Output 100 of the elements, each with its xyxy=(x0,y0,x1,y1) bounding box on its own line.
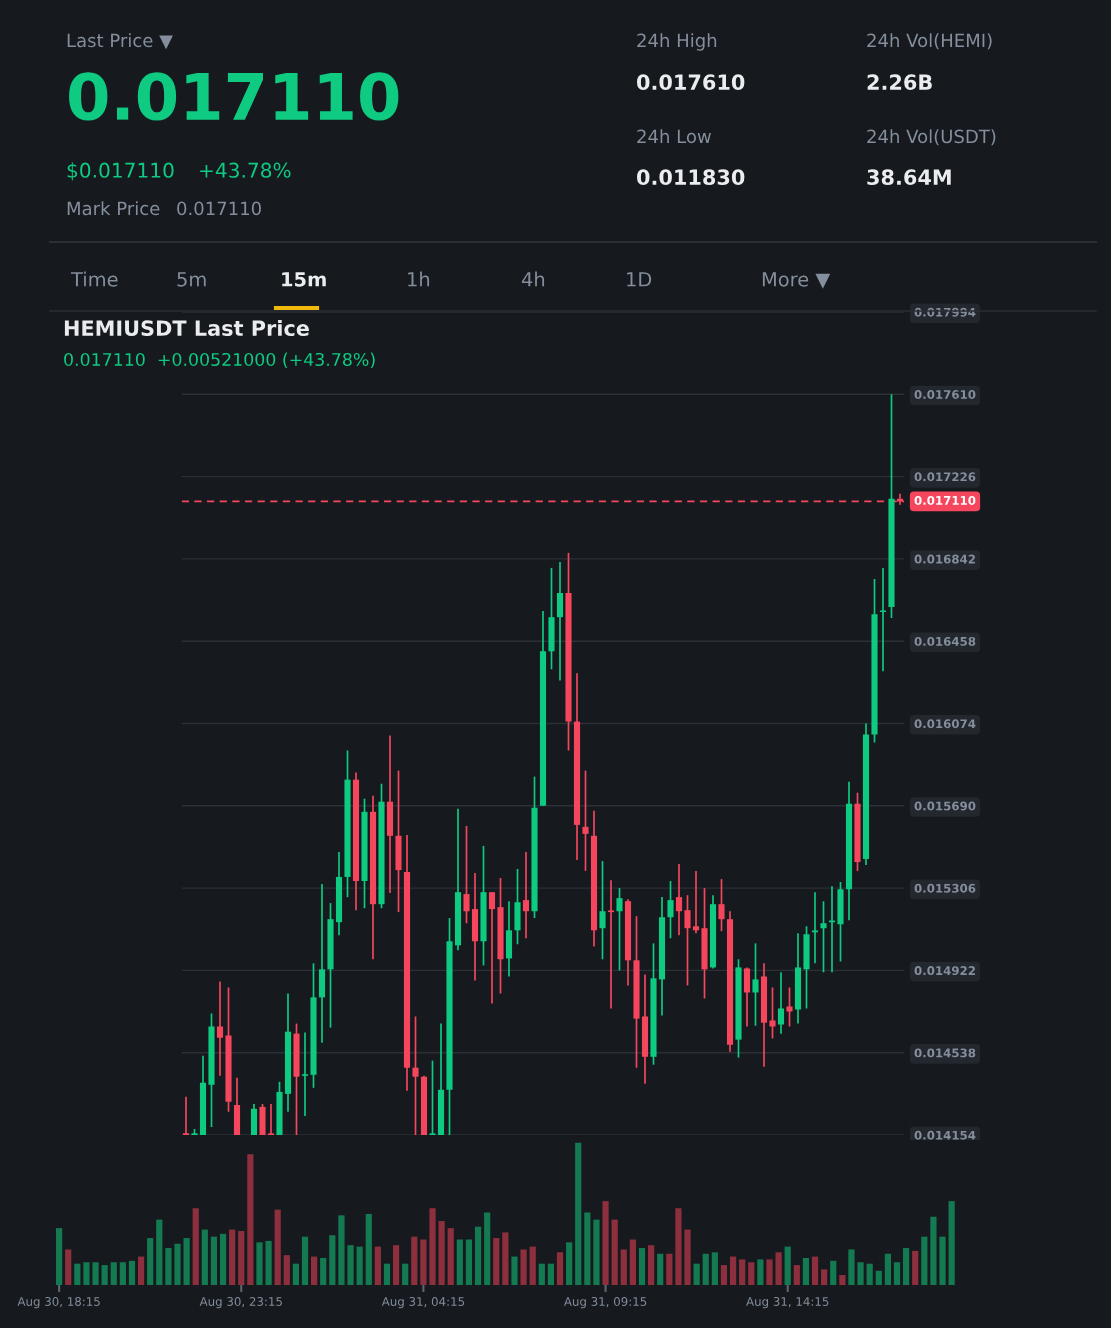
text: 4h xyxy=(521,271,545,287)
candlestick xyxy=(412,1015,419,1135)
x-tick-label: Aug 30, 23:15 xyxy=(199,1297,282,1309)
bar xyxy=(165,1248,172,1285)
y-tick-label: 0.017226 xyxy=(914,472,976,482)
candlestick xyxy=(522,851,530,940)
candlestick xyxy=(675,863,683,937)
bar xyxy=(556,1252,564,1285)
bar xyxy=(675,1208,682,1285)
bar xyxy=(56,1228,63,1285)
x-tick-label: Aug 31, 14:15 xyxy=(746,1297,829,1309)
bar xyxy=(402,1263,409,1285)
bar xyxy=(821,1269,828,1285)
candlestick xyxy=(429,1059,436,1135)
bar xyxy=(566,1242,573,1285)
bar xyxy=(538,1263,545,1285)
text: 0.017110 +0.00521000 (+43.78%) xyxy=(64,352,375,369)
bar xyxy=(274,1209,281,1285)
text: 5m xyxy=(177,272,206,287)
candlestick xyxy=(769,986,776,1040)
candlestick xyxy=(777,971,785,1035)
text: 0.017110 xyxy=(69,72,399,121)
bar xyxy=(383,1263,391,1285)
ref-line-label: 0.017110 xyxy=(914,495,976,505)
bar xyxy=(247,1154,254,1285)
text: $0.017110 xyxy=(67,162,174,181)
bar xyxy=(739,1259,746,1285)
bar xyxy=(201,1229,208,1285)
bar xyxy=(793,1265,800,1285)
bar xyxy=(775,1252,782,1285)
text: 24h Vol(USDT) xyxy=(867,129,996,146)
candlestick xyxy=(216,980,224,1077)
bar xyxy=(629,1239,636,1285)
candlestick xyxy=(684,894,691,987)
bar xyxy=(183,1238,190,1285)
bar xyxy=(65,1249,72,1285)
bar xyxy=(174,1243,181,1285)
bar xyxy=(156,1219,163,1285)
bar xyxy=(493,1238,500,1285)
bar xyxy=(438,1221,445,1285)
text: 0.017610 xyxy=(637,74,745,91)
bar xyxy=(529,1246,536,1285)
bar xyxy=(511,1256,518,1285)
bar xyxy=(356,1246,363,1285)
bar xyxy=(338,1215,345,1285)
candlestick xyxy=(267,1103,275,1135)
bar xyxy=(893,1262,901,1285)
bar xyxy=(757,1259,764,1285)
bar xyxy=(648,1245,655,1285)
text: +43.78% xyxy=(200,162,291,178)
y-tick-label: 0.017610 xyxy=(914,390,976,399)
bar xyxy=(119,1262,126,1285)
bar xyxy=(547,1263,555,1285)
bar xyxy=(210,1236,218,1285)
bar xyxy=(74,1263,81,1285)
bar xyxy=(784,1246,791,1285)
candlestick xyxy=(301,1031,309,1117)
candlestick xyxy=(488,891,496,1005)
y-tick-label: 0.015690 xyxy=(914,801,976,811)
bar xyxy=(802,1257,810,1285)
y-tick-label: 0.014538 xyxy=(914,1048,976,1058)
y-tick-label: 0.014154 xyxy=(914,1130,976,1140)
bar xyxy=(912,1250,919,1285)
candlestick xyxy=(667,880,674,940)
bar xyxy=(638,1248,646,1285)
bar xyxy=(420,1239,427,1285)
bar xyxy=(474,1226,482,1285)
y-tick-label: 0.015306 xyxy=(914,883,976,893)
candlestick xyxy=(607,879,615,1010)
bar xyxy=(684,1229,691,1285)
bar xyxy=(137,1256,145,1285)
bar xyxy=(939,1236,946,1285)
bar xyxy=(502,1232,509,1285)
text: Time xyxy=(70,271,118,287)
text: 24h Vol(HEMI) xyxy=(867,33,992,50)
bar xyxy=(748,1262,755,1285)
text: More ▼ xyxy=(762,272,831,289)
x-tick-label: Aug 30, 18:15 xyxy=(17,1297,100,1309)
bar xyxy=(238,1230,245,1285)
bar xyxy=(447,1228,454,1285)
text: Last Price ▼ xyxy=(67,33,173,50)
bar xyxy=(830,1260,837,1285)
bar xyxy=(711,1252,718,1285)
bar xyxy=(311,1256,318,1285)
candlestick xyxy=(599,860,606,961)
bar xyxy=(192,1208,199,1285)
bar xyxy=(292,1263,299,1285)
bar xyxy=(392,1245,400,1285)
chart-title: HEMIUSDT Last Price xyxy=(64,319,309,337)
bar xyxy=(329,1235,336,1285)
candlestick xyxy=(752,942,759,1027)
bar xyxy=(128,1260,136,1285)
bar xyxy=(875,1270,882,1285)
bar xyxy=(584,1212,591,1285)
bar xyxy=(948,1201,955,1285)
text: 0.017110 xyxy=(177,201,261,216)
bar xyxy=(811,1256,819,1285)
text: 15m xyxy=(282,272,326,287)
bar xyxy=(620,1249,627,1285)
text: 38.64M xyxy=(867,169,951,186)
